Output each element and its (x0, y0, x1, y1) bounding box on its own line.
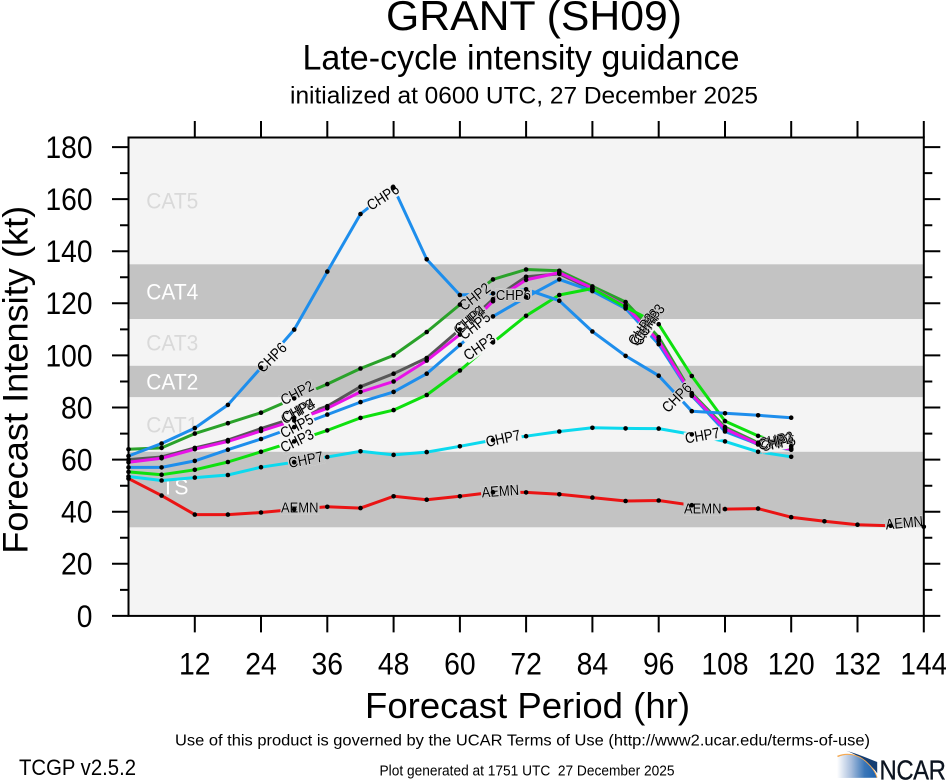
svg-text:AEMN: AEMN (281, 500, 319, 517)
svg-text:CAT5: CAT5 (146, 188, 198, 213)
svg-text:96: 96 (643, 646, 675, 682)
svg-text:36: 36 (312, 646, 344, 682)
svg-text:Late-cycle intensity guidance: Late-cycle intensity guidance (303, 39, 740, 78)
svg-text:AEMN: AEMN (684, 501, 722, 518)
svg-text:20: 20 (61, 546, 93, 582)
svg-text:84: 84 (577, 646, 609, 682)
svg-text:0: 0 (77, 598, 93, 634)
svg-text:AEMN: AEMN (481, 482, 520, 502)
svg-text:AEMN: AEMN (885, 513, 924, 533)
svg-text:60: 60 (444, 646, 476, 682)
svg-text:initialized at 0600 UTC, 27 De: initialized at 0600 UTC, 27 December 202… (290, 83, 758, 110)
svg-text:CHP7: CHP7 (684, 425, 721, 448)
svg-text:CAT4: CAT4 (146, 279, 198, 304)
svg-text:Use of this product is governe: Use of this product is governed by the U… (175, 733, 870, 750)
svg-text:NCAR: NCAR (880, 755, 946, 780)
svg-text:72: 72 (510, 646, 542, 682)
svg-text:12: 12 (179, 646, 211, 682)
svg-text:24: 24 (245, 646, 277, 682)
svg-text:144: 144 (900, 646, 946, 682)
svg-text:180: 180 (46, 129, 93, 165)
svg-text:CAT3: CAT3 (146, 331, 198, 356)
svg-text:40: 40 (61, 494, 93, 530)
svg-text:Plot generated at 1751 UTC 27: Plot generated at 1751 UTC 27 December 2… (380, 762, 675, 779)
svg-text:80: 80 (61, 389, 93, 425)
svg-text:Forecast Period (hr): Forecast Period (hr) (365, 685, 690, 726)
svg-text:140: 140 (46, 233, 93, 269)
svg-text:120: 120 (768, 646, 815, 682)
svg-text:120: 120 (46, 285, 93, 321)
svg-text:CAT2: CAT2 (146, 370, 198, 395)
svg-text:Forecast Intensity (kt): Forecast Intensity (kt) (0, 206, 36, 554)
svg-text:TCGP v2.5.2: TCGP v2.5.2 (19, 755, 136, 780)
svg-text:132: 132 (834, 646, 881, 682)
svg-text:108: 108 (702, 646, 749, 682)
svg-text:GRANT (SH09): GRANT (SH09) (386, 0, 682, 39)
svg-text:160: 160 (46, 181, 93, 217)
svg-text:60: 60 (61, 442, 93, 478)
svg-text:CHP6: CHP6 (496, 287, 531, 304)
svg-text:48: 48 (378, 646, 410, 682)
svg-text:CAT1: CAT1 (146, 413, 198, 438)
svg-text:100: 100 (46, 337, 93, 373)
